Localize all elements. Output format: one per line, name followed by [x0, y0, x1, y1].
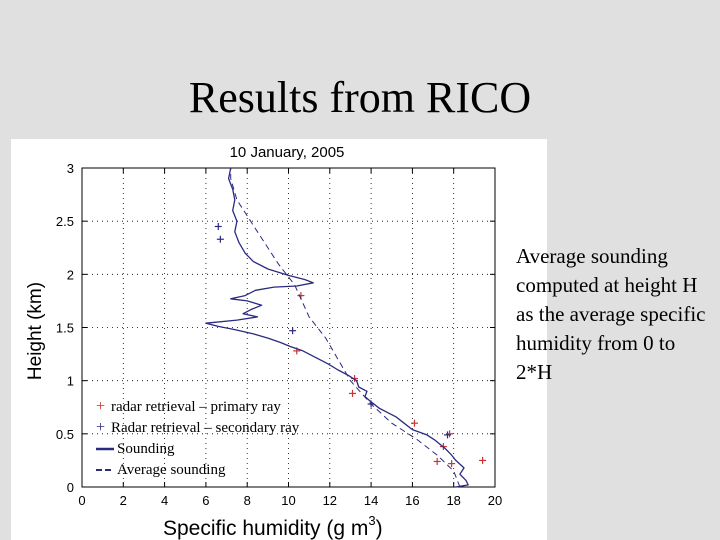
x-axis-label-exponent: 3	[368, 513, 375, 528]
x-tick-label: 18	[446, 493, 460, 508]
legend-sounding-label: Sounding	[117, 441, 175, 457]
x-tick-label: 12	[323, 493, 337, 508]
legend-average-label: Average sounding	[117, 462, 226, 478]
primary-ray-point	[349, 389, 357, 397]
y-tick-label: 3	[67, 161, 74, 176]
chart-figure	[11, 139, 547, 540]
secondary-ray-point	[216, 235, 224, 243]
y-tick-label: 1.5	[56, 321, 74, 336]
y-tick-label: 2	[67, 267, 74, 282]
legend-primary-marker: +	[96, 398, 105, 415]
x-tick-label: 2	[120, 493, 127, 508]
y-tick-label: 0	[67, 480, 74, 495]
primary-ray-point	[433, 457, 441, 465]
slide-title: Results from RICO	[188, 73, 532, 122]
average-sounding-line	[230, 168, 461, 488]
x-tick-label: 0	[78, 493, 85, 508]
chart-title: 10 January, 2005	[230, 144, 345, 161]
sounding-line	[205, 167, 469, 488]
x-axis-label: Specific humidity (g m3)	[163, 513, 383, 540]
y-tick-label: 0.5	[56, 427, 74, 442]
x-tick-label: 16	[405, 493, 419, 508]
secondary-ray-point	[214, 222, 222, 230]
legend: + radar retrieval – primary ray + Radar …	[96, 398, 300, 478]
x-axis-label-close: )	[376, 517, 383, 540]
y-tick-label: 2.5	[56, 214, 74, 229]
y-tick-label: 1	[67, 374, 74, 389]
primary-ray-point	[410, 419, 418, 427]
secondary-ray-point	[289, 327, 297, 335]
grid	[82, 168, 495, 487]
primary-ray-point	[479, 456, 487, 464]
x-tick-label: 10	[281, 493, 295, 508]
y-axis-label: Height (km)	[25, 282, 46, 380]
x-tick-label: 6	[202, 493, 209, 508]
x-tick-label: 14	[364, 493, 378, 508]
x-axis-label-main: Specific humidity (g m	[163, 517, 368, 540]
x-tick-label: 20	[488, 493, 502, 508]
primary-ray-point	[448, 460, 456, 468]
axis-ticks: 0 2 4 6 8 10 12 14 16 18 20 0 0.5 1 1.5 2 2.5 3	[56, 161, 502, 508]
series	[205, 167, 487, 488]
x-tick-label: 4	[161, 493, 168, 508]
x-tick-label: 8	[244, 493, 251, 508]
secondary-ray-point	[444, 431, 452, 439]
legend-secondary-label: Radar retrieval – secondary ray	[111, 420, 300, 436]
side-note: Average sounding computed at height H as…	[516, 244, 706, 384]
legend-primary-label: radar retrieval – primary ray	[111, 399, 281, 415]
legend-secondary-marker: +	[96, 419, 105, 436]
